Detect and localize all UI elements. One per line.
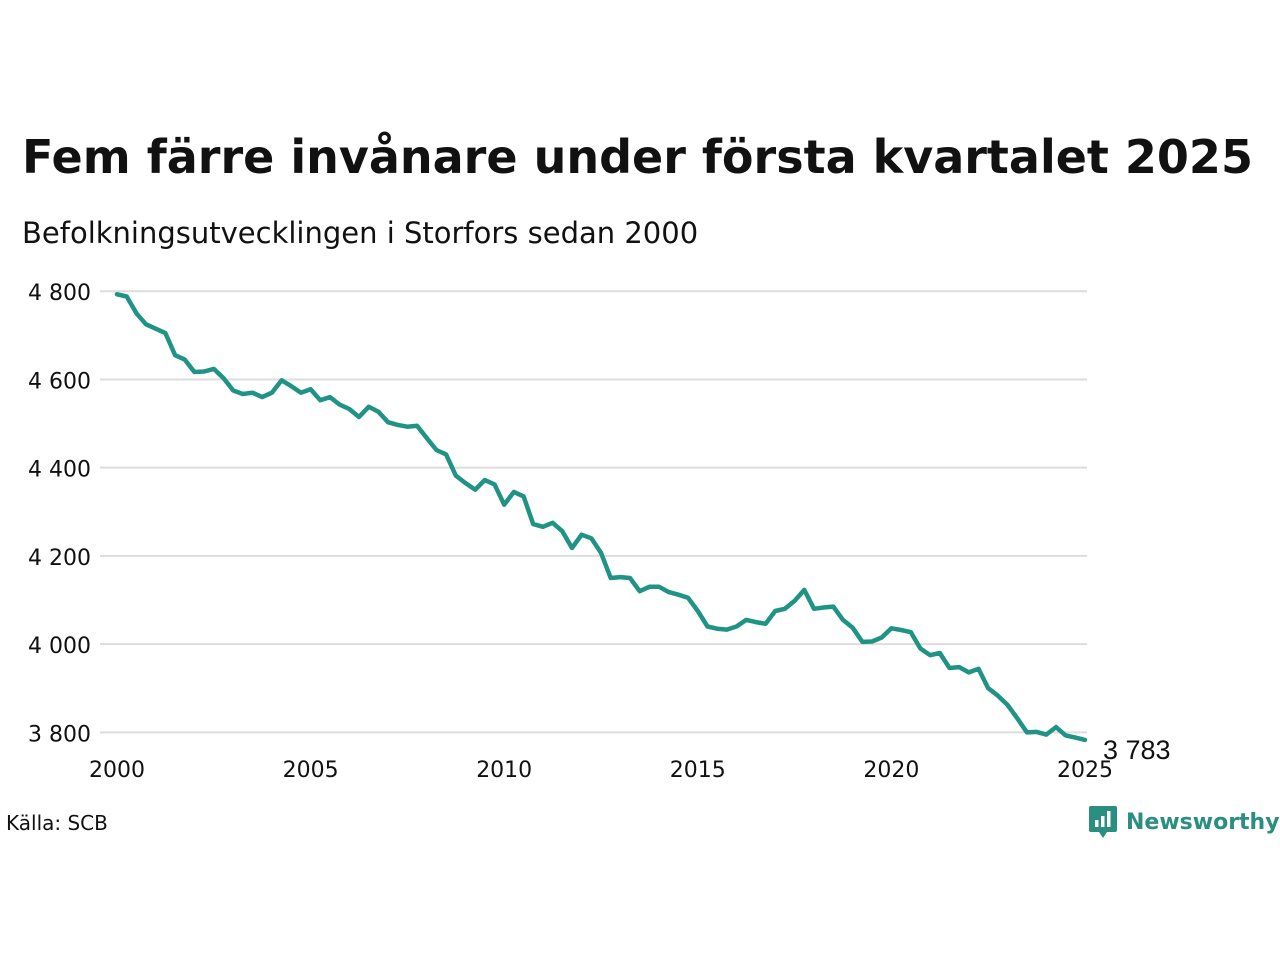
chart-title: Fem färre invånare under första kvartale… [22,130,1253,184]
chart-subtitle: Befolkningsutvecklingen i Storfors sedan… [22,216,699,250]
x-tick-label: 2010 [476,758,532,783]
y-tick-label: 3 800 [28,722,91,747]
last-value-label: 3 783 [1103,735,1171,765]
y-tick-label: 4 000 [28,634,91,659]
newsworthy-logo-icon [1089,806,1117,838]
y-tick-label: 4 400 [28,458,91,483]
x-tick-label: 2015 [670,758,726,783]
brand-name: Newsworthy [1126,809,1280,835]
value-labels: 3 783 [1103,735,1171,765]
x-tick-label: 2005 [283,758,339,783]
source-note: Källa: SCB [6,811,108,835]
x-tick-label: 2000 [89,758,145,783]
gridlines [100,290,1087,734]
series-line [114,292,1088,743]
series-group [114,292,1088,743]
x-tick-label: 2020 [863,758,919,783]
y-tick-label: 4 800 [28,281,91,306]
brand-logo: Newsworthy [1088,804,1280,840]
y-tick-label: 4 600 [28,369,91,394]
y-tick-label: 4 200 [28,546,91,571]
y-axis: 3 800 4 000 4 200 4 400 4 600 4 800 [28,281,91,747]
x-tick-label: 2025 [1057,758,1113,783]
x-axis: 2000 2005 2010 2015 2020 2025 [89,758,1113,783]
